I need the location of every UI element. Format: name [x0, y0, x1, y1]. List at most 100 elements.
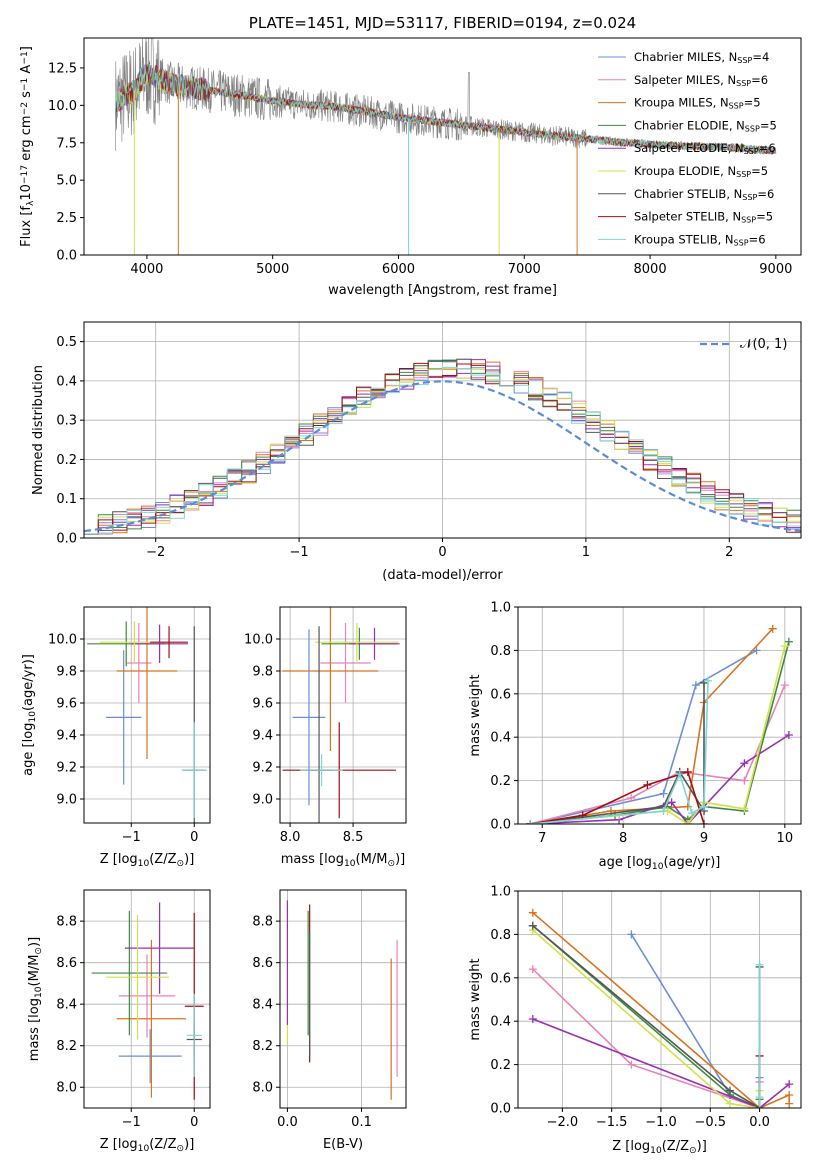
label-part: erg cm: [19, 115, 34, 164]
label-part: (Z/Z: [149, 1137, 176, 1152]
y-tick-label: 7.5: [56, 136, 77, 151]
label-part: Salpeter MILES, N: [634, 73, 736, 87]
y-tick-label: 0.0: [490, 1102, 511, 1117]
y-tick-label: 10.0: [244, 633, 273, 648]
x-tick-label: 0.0: [749, 1115, 770, 1130]
y-tick-label: 2.5: [56, 211, 77, 226]
series-line: [530, 645, 786, 824]
label-part: SSP: [736, 170, 751, 179]
label-part: 10: [138, 1144, 150, 1154]
label-part: )]: [395, 852, 405, 867]
legend-entry: Kroupa MILES, NSSP=5: [634, 96, 761, 111]
legend-entry: Chabrier MILES, NSSP=4: [634, 50, 769, 65]
x-axis-label: age [log10(age/yr)]: [599, 855, 721, 872]
y-tick-label: 9.6: [56, 697, 77, 712]
y-tick-label: 9.4: [252, 729, 273, 744]
plot-area: [280, 890, 406, 1108]
x-tick-label: 0: [190, 1115, 198, 1130]
y-tick-label: 0.0: [56, 249, 77, 264]
label-part: Kroupa STELIB, N: [634, 232, 734, 246]
label-part: Salpeter ELODIE, N: [634, 141, 744, 155]
y-tick-label: 0.0: [56, 532, 77, 547]
y-tick-label: 9.0: [252, 793, 273, 808]
y-tick-label: 0.0: [490, 818, 511, 833]
x-axis-label: Z [log10(Z/Z⊙)]: [100, 1137, 195, 1154]
y-tick-label: 8.2: [252, 1039, 273, 1054]
axes-residuals: −2 −1 0 1 2 0.0 0.1 0.2 0.3 0.4 0.5: [56, 321, 802, 560]
data-marker: [687, 809, 696, 818]
data-marker: [627, 930, 636, 939]
label-part: =5: [744, 96, 761, 110]
axes-spectrum: 4000 5000 6000 7000 8000 9000 0.0 2.5 5.0 7.5 10.0…: [48, 37, 802, 277]
data-marker: [578, 811, 587, 820]
label-part: −17: [20, 165, 30, 184]
data-marker: [528, 1015, 537, 1024]
data-marker: [528, 908, 537, 917]
series-line: [530, 680, 709, 824]
label-part: =6: [751, 73, 768, 87]
x-tick-label: −1.5: [596, 1115, 628, 1130]
axes-mass_weight_vs_age: 7 8 9 10 0.0 0.2 0.4 0.6 0.8 1.0: [490, 601, 802, 846]
label-part: age [log: [21, 723, 36, 776]
data-marker: [780, 681, 789, 690]
x-tick-label: 0: [438, 545, 446, 560]
series-line: [532, 925, 761, 1108]
y-tick-label: 8.2: [56, 1039, 77, 1054]
data-marker: [768, 624, 777, 633]
label-part: SSP: [744, 148, 759, 157]
y-tick-label: 5.0: [56, 174, 77, 189]
plot-area: [84, 890, 210, 1108]
x-tick-label: −1.0: [645, 1115, 677, 1130]
label-part: =6: [749, 232, 766, 246]
legend-entry: Salpeter STELIB, NSSP=5: [634, 210, 773, 225]
y-tick-label: 10.0: [48, 99, 77, 114]
label-part: ⊙: [387, 859, 395, 869]
label-part: 10: [19, 184, 34, 201]
series-line: [532, 929, 761, 1108]
y-axis-label: Normed distribution: [31, 365, 46, 495]
y-tick-label: 9.2: [56, 761, 77, 776]
data-marker: [659, 789, 668, 798]
label-part: )]: [697, 1139, 707, 1154]
label-part: 10: [650, 1146, 662, 1156]
x-tick-label: 5000: [256, 262, 289, 277]
label-part: (Z/Z: [662, 1139, 689, 1154]
y-tick-label: 9.2: [252, 761, 273, 776]
label-part: −1: [20, 78, 30, 91]
label-part: (Z/Z: [149, 852, 176, 867]
label-part: Z [log: [100, 1137, 138, 1152]
legend-entry: Chabrier STELIB, NSSP=6: [634, 187, 774, 202]
y-tick-label: 8.0: [252, 1081, 273, 1096]
axes-mass_weight_vs_Z: −2.0 −1.5 −1.0 −0.5 0.0 0.0 0.2 0.4 0.6 0.8 1.0: [490, 885, 802, 1130]
data-marker: [526, 820, 535, 824]
label-part: (M/M: [27, 955, 42, 987]
axes-frame: [83, 889, 211, 1109]
label-part: age [log: [599, 855, 652, 870]
axes-age_vs_mass: 8.0 8.5 9.0 9.2 9.4 9.6 9.8 10.0: [244, 606, 407, 845]
grid: [518, 607, 801, 824]
series-line: [532, 925, 761, 1108]
label-part: ⊙: [177, 859, 185, 869]
grid: [280, 607, 406, 823]
y-tick-label: 9.0: [56, 793, 77, 808]
x-axis-label: mass [log10(M/M⊙)]: [281, 852, 405, 869]
x-tick-label: 7000: [508, 262, 541, 277]
label-part: λ: [26, 200, 36, 206]
y-tick-label: 0.8: [490, 644, 511, 659]
y-tick-label: 0.2: [490, 774, 511, 789]
x-axis-label: Z [log10(Z/Z⊙)]: [612, 1139, 707, 1156]
legend-entry: Salpeter ELODIE, NSSP=6: [634, 141, 776, 156]
y-tick-label: 9.8: [56, 665, 77, 680]
label-part: Kroupa MILES, N: [634, 96, 729, 110]
label-part: SSP: [745, 125, 760, 134]
label-part: =6: [759, 141, 776, 155]
data-marker: [659, 806, 668, 815]
x-tick-label: −2: [146, 545, 165, 560]
y-tick-label: 1.0: [490, 601, 511, 616]
model-spectrum-line: [115, 63, 777, 155]
data-marker: [784, 731, 793, 740]
x-axis-label: (data-model)/error: [382, 568, 503, 583]
data-marker: [740, 804, 749, 813]
data-marker: [643, 780, 652, 789]
series-line: [529, 683, 705, 824]
